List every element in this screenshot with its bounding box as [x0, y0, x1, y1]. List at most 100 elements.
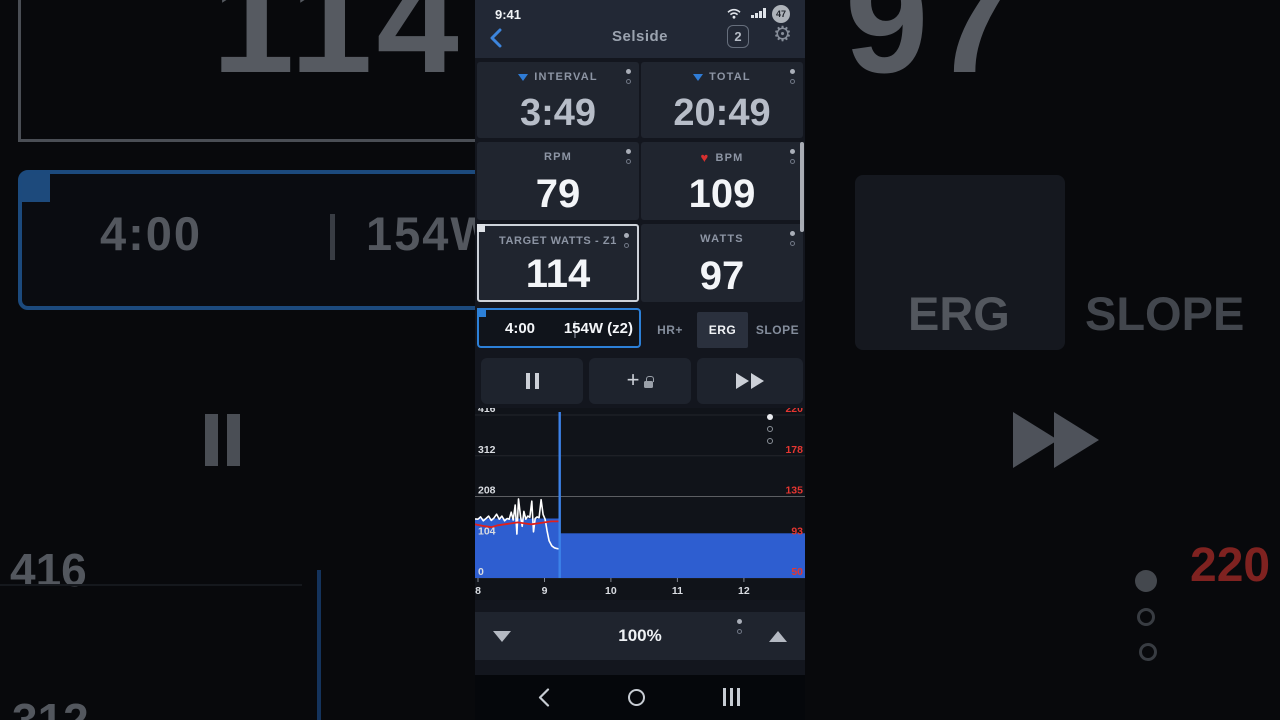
pause-button[interactable]: [481, 358, 583, 404]
metric-label: TARGET WATTS - Z1: [499, 235, 617, 247]
metric-label: RPM: [543, 151, 573, 163]
divider: [574, 321, 576, 338]
android-nav-bar: [475, 675, 805, 720]
bg-interval-duration: 4:00: [100, 207, 203, 260]
bg-interval-power: 154W: [366, 207, 475, 260]
bg-pause-icon: [205, 414, 218, 466]
metric-card-bpm[interactable]: ♥ BPM 109: [641, 142, 803, 220]
bg-pause-icon: [227, 414, 240, 466]
svg-text:178: 178: [785, 444, 803, 456]
bg-tab-erg: ERG: [908, 287, 1010, 340]
settings-gear-icon[interactable]: ⚙: [773, 23, 792, 46]
workout-power-chart[interactable]: 416 312 208 104 0 220 178 135 93 50 8 9 10 11 12: [475, 408, 805, 600]
intensity-value: 100%: [618, 626, 662, 645]
tab-erg[interactable]: ERG: [697, 312, 748, 348]
plus-icon: +: [626, 367, 640, 392]
battery-indicator: 47: [772, 5, 790, 23]
metric-label: WATTS: [700, 233, 744, 245]
status-time: 9:41: [495, 7, 522, 22]
metric-card-interval[interactable]: INTERVAL 3:49: [477, 62, 639, 138]
skip-interval-button[interactable]: [697, 358, 803, 404]
bg-axis-label-312: 312: [12, 694, 89, 720]
back-chevron-icon[interactable]: [489, 28, 502, 48]
bg-interval-box-corner: [22, 174, 50, 202]
intensity-row: 100%: [475, 612, 805, 660]
tab-hr-plus[interactable]: HR+: [647, 312, 693, 348]
svg-text:8: 8: [475, 585, 481, 597]
svg-text:9: 9: [542, 585, 548, 597]
svg-text:11: 11: [672, 585, 683, 597]
bg-tab-slope: SLOPE: [1085, 287, 1245, 340]
svg-text:10: 10: [605, 585, 617, 597]
signal-icon: [751, 8, 766, 18]
card-dots: [790, 69, 796, 84]
metric-label: TOTAL: [709, 71, 751, 83]
bg-hr-label-220: 220: [1190, 539, 1271, 592]
card-dots: [790, 149, 796, 164]
bg-interval-divider: [330, 214, 335, 260]
metric-card-target-watts[interactable]: TARGET WATTS - Z1 114: [477, 224, 639, 302]
fast-forward-icon: [751, 373, 764, 389]
nav-home-icon[interactable]: [628, 689, 645, 706]
intensity-decrease-button[interactable]: [493, 631, 511, 642]
bg-watts-value: 97: [845, 0, 1020, 104]
metric-value: 3:49: [519, 92, 597, 134]
bg-page-dot-filled: [1135, 570, 1157, 592]
top-bar: 9:41 47 Selside 2 ⚙: [475, 0, 805, 58]
pause-icon: [525, 373, 530, 389]
bg-page-dot-outline: [1137, 608, 1155, 626]
metric-card-watts[interactable]: WATTS 97: [641, 224, 803, 302]
tab-label: HR+: [657, 323, 683, 337]
dropdown-triangle-icon: [518, 73, 529, 81]
add-interval-button[interactable]: +: [589, 358, 691, 404]
tab-label: SLOPE: [755, 323, 800, 337]
metric-value: 109: [688, 172, 756, 216]
metric-label: BPM: [715, 151, 744, 164]
bg-page-dot-outline: [1139, 643, 1157, 661]
dropdown-triangle-icon: [693, 73, 704, 81]
svg-text:208: 208: [478, 485, 496, 497]
lock-icon: [644, 375, 654, 388]
next-interval-duration: 4:00: [505, 320, 536, 337]
card-dots: [624, 233, 630, 248]
app-screen: 9:41 47 Selside 2 ⚙ INTERVAL 3:49 TOTAL …: [475, 0, 805, 720]
svg-text:12: 12: [738, 585, 750, 597]
page-dot: [767, 426, 773, 432]
metric-value: 114: [525, 252, 591, 296]
svg-text:416: 416: [478, 408, 496, 415]
intensity-dots: [737, 619, 742, 634]
tab-label: ERG: [708, 323, 737, 337]
bg-target-card-border: [18, 0, 475, 142]
bg-axis-label-416: 416: [10, 544, 87, 596]
page-dot-active: [767, 414, 773, 420]
next-interval-power: 154W (z2): [563, 320, 633, 337]
intensity-increase-button[interactable]: [769, 631, 787, 642]
fast-forward-icon: [736, 373, 749, 389]
scrollbar[interactable]: [800, 142, 804, 232]
interval-count-badge[interactable]: 2: [727, 25, 749, 48]
heart-icon: ♥: [700, 150, 710, 165]
next-interval-box[interactable]: 4:00 154W (z2): [477, 308, 641, 348]
wifi-icon: [727, 8, 741, 19]
card-dots: [790, 231, 796, 246]
metric-card-rpm[interactable]: RPM 79: [477, 142, 639, 220]
metric-card-total[interactable]: TOTAL 20:49: [641, 62, 803, 138]
bg-interval-box: 4:00 154W: [18, 170, 475, 310]
svg-text:93: 93: [791, 525, 803, 537]
metric-label: INTERVAL: [534, 71, 598, 83]
svg-text:312: 312: [478, 444, 496, 456]
tab-slope[interactable]: SLOPE: [752, 312, 803, 348]
metric-value: 20:49: [673, 92, 771, 134]
svg-text:0: 0: [478, 566, 484, 578]
card-dots: [626, 69, 632, 84]
interval-corner-handle: [477, 308, 486, 317]
chart-page-dots[interactable]: [767, 414, 774, 444]
selection-corner-handle: [477, 224, 485, 232]
bg-target-watts-value: 114: [212, 0, 463, 104]
background-blur-right: 97 ERG SLOPE 220: [805, 0, 1280, 720]
card-dots: [626, 149, 632, 164]
nav-back-icon[interactable]: [538, 688, 550, 707]
metric-value: 97: [699, 254, 745, 298]
svg-text:135: 135: [785, 485, 803, 497]
